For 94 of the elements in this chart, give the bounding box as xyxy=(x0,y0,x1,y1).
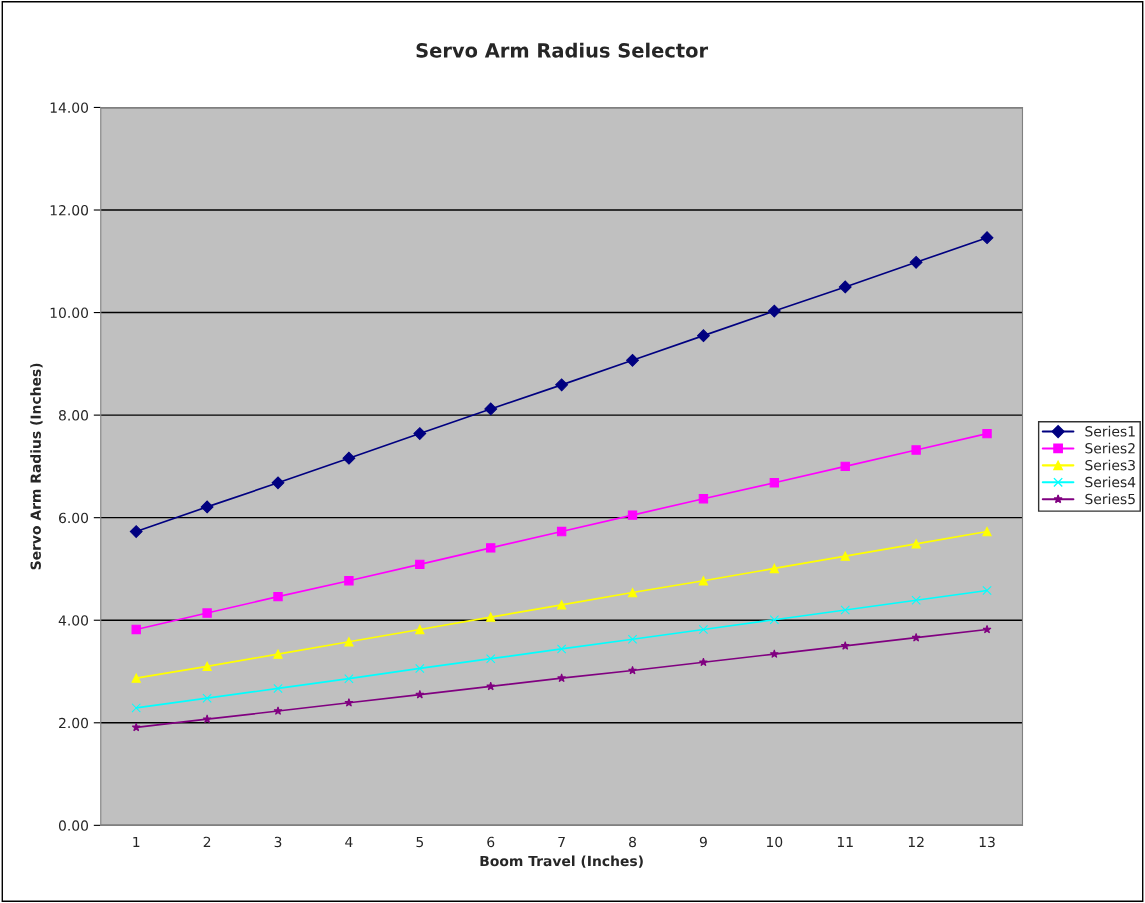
point xyxy=(982,428,992,439)
point xyxy=(628,665,638,675)
point xyxy=(698,657,708,667)
point xyxy=(769,478,780,488)
point xyxy=(200,500,214,514)
x-tick-label: 12 xyxy=(908,836,924,848)
point xyxy=(982,585,992,596)
point xyxy=(627,587,638,598)
x-tick-label: 1 xyxy=(133,836,140,848)
x-tick-label: 7 xyxy=(558,836,565,848)
point xyxy=(840,605,850,615)
point xyxy=(911,539,921,549)
y-tick-label: 2.00 xyxy=(59,717,89,729)
x-tick-label: 6 xyxy=(487,836,495,848)
point xyxy=(415,624,425,635)
point xyxy=(271,476,285,490)
y-tick-label: 14.00 xyxy=(50,102,89,113)
point xyxy=(415,559,425,570)
point xyxy=(627,510,638,520)
point xyxy=(698,494,709,504)
x-tick-label: 5 xyxy=(416,836,424,848)
x-tick-label: 8 xyxy=(629,836,636,848)
point xyxy=(129,525,143,538)
point xyxy=(698,624,709,635)
legend-label: Series4 xyxy=(1085,476,1136,488)
y-tick-label: 6.00 xyxy=(59,512,89,524)
point xyxy=(202,693,212,703)
y-axis-title: Servo Arm Radius (Inches) xyxy=(30,363,43,570)
legend-label: Series2 xyxy=(1085,442,1135,454)
point xyxy=(415,689,425,699)
point xyxy=(769,563,780,574)
point xyxy=(344,576,354,586)
point xyxy=(769,649,779,658)
point xyxy=(767,304,781,318)
y-tick-label: 12.00 xyxy=(50,204,89,216)
point xyxy=(131,673,141,683)
legend-label: Series3 xyxy=(1085,459,1135,471)
chart-title: Servo Arm Radius Selector xyxy=(416,42,709,58)
point xyxy=(202,714,212,724)
legend-label: Series5 xyxy=(1085,493,1135,505)
x-tick-label: 3 xyxy=(274,836,282,848)
point xyxy=(486,543,496,553)
point xyxy=(486,681,496,691)
point xyxy=(697,329,710,343)
point xyxy=(556,644,567,654)
point xyxy=(556,600,567,610)
point xyxy=(911,445,921,455)
point xyxy=(556,526,567,537)
point xyxy=(202,661,212,672)
point xyxy=(982,624,992,634)
y-tick-label: 8.00 xyxy=(58,410,89,421)
point xyxy=(982,526,992,537)
point xyxy=(484,402,498,416)
y-tick-label: 0.00 xyxy=(58,820,89,831)
point xyxy=(344,674,354,684)
x-tick-label: 13 xyxy=(979,836,995,848)
x-tick-label: 11 xyxy=(837,836,853,848)
point xyxy=(557,673,567,683)
point xyxy=(273,591,283,602)
point xyxy=(980,231,994,245)
x-tick-label: 9 xyxy=(699,836,707,848)
point xyxy=(415,663,425,674)
point xyxy=(840,461,850,472)
point xyxy=(555,378,569,392)
point xyxy=(627,634,638,644)
point xyxy=(273,649,283,659)
x-axis-title: Boom Travel (Inches) xyxy=(480,855,643,868)
y-tick-label: 4.00 xyxy=(58,615,89,626)
point xyxy=(344,698,354,707)
point xyxy=(202,608,212,618)
x-tick-label: 4 xyxy=(345,836,353,848)
point xyxy=(131,624,141,635)
point xyxy=(626,353,639,367)
point xyxy=(911,595,921,605)
x-tick-label: 10 xyxy=(767,836,783,848)
x-tick-label: 2 xyxy=(203,836,211,848)
point xyxy=(911,632,921,642)
point xyxy=(769,615,780,625)
point xyxy=(840,641,850,650)
point xyxy=(413,427,427,440)
point xyxy=(344,637,354,647)
point xyxy=(698,576,709,586)
y-tick-label: 10.00 xyxy=(50,307,89,319)
point xyxy=(342,451,356,465)
point xyxy=(273,683,283,694)
point xyxy=(131,722,141,732)
point xyxy=(838,280,852,294)
point xyxy=(840,551,850,561)
point xyxy=(273,706,283,715)
point xyxy=(909,255,923,269)
point xyxy=(486,654,496,664)
point xyxy=(131,703,141,713)
point xyxy=(486,612,496,622)
legend-label: Series1 xyxy=(1085,425,1135,437)
